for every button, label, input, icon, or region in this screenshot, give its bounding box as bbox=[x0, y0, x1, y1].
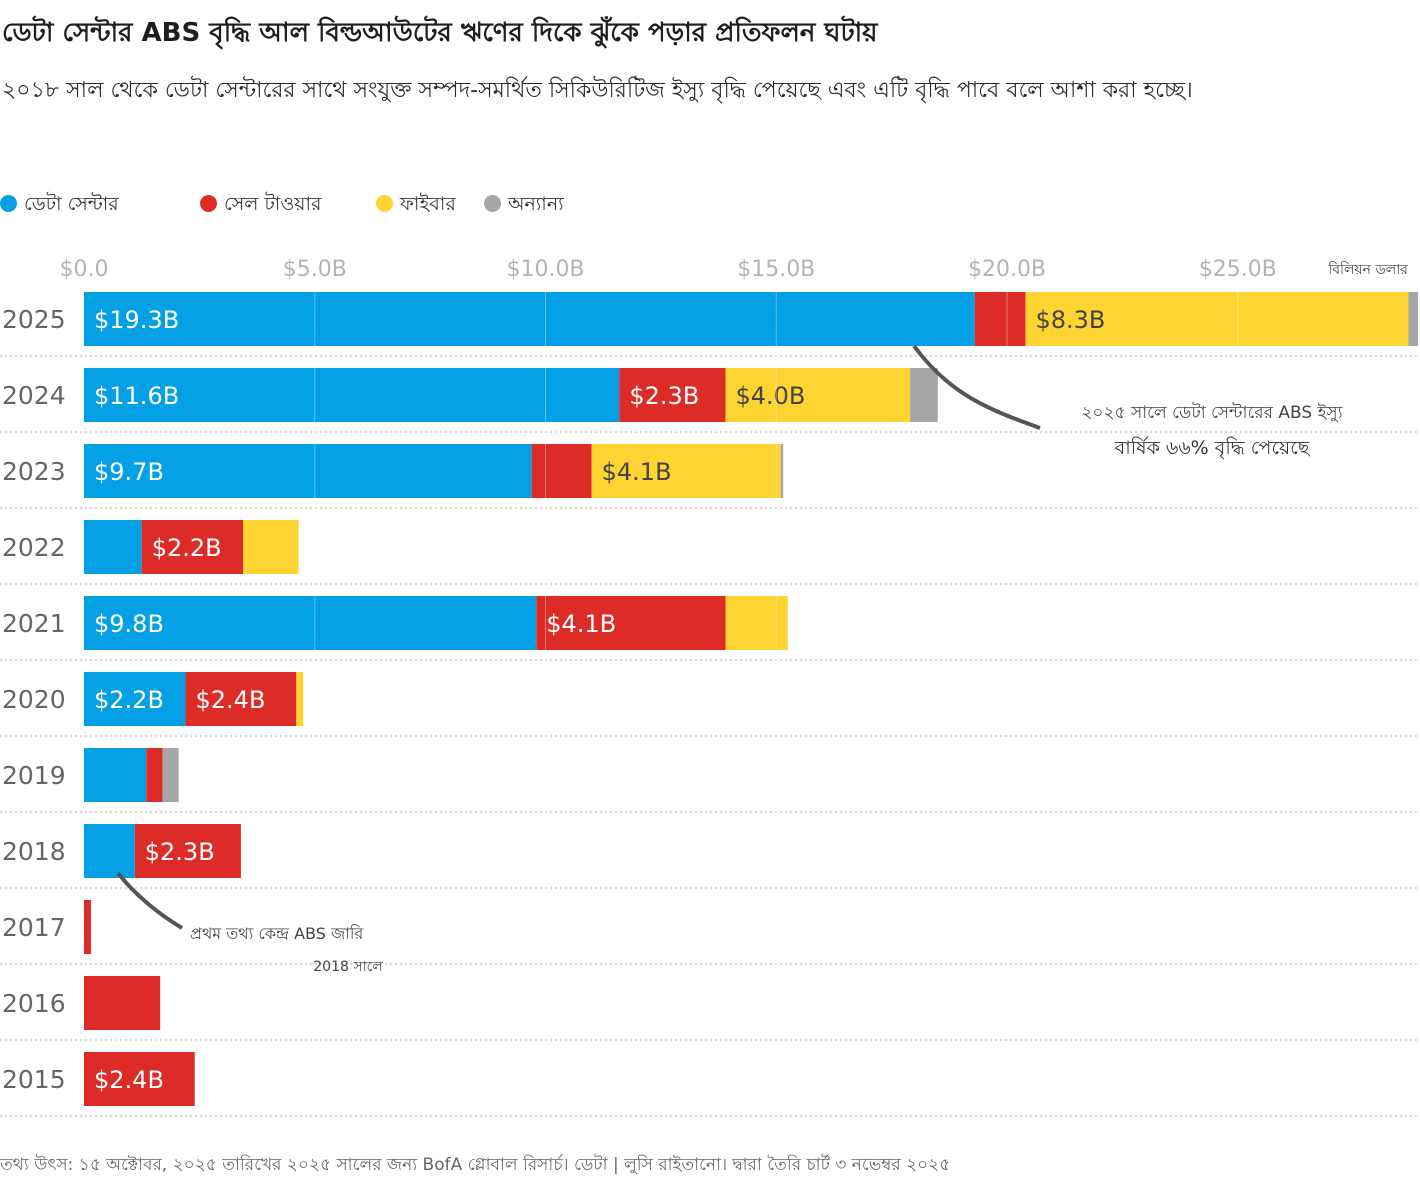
bar-segment bbox=[84, 1052, 195, 1106]
bar-segment bbox=[185, 672, 297, 726]
data-label: $2.3B bbox=[145, 838, 215, 866]
bar-segment bbox=[536, 596, 726, 650]
annotation-text: ২০২৫ সালে ডেটা সেন্টারের ABS ইস্যু bbox=[1081, 402, 1343, 423]
bar-segment bbox=[84, 900, 91, 954]
chart-subtitle: ২০১৮ সাল থেকে ডেটা সেন্টারের সাথে সংযুক্… bbox=[2, 78, 1193, 103]
legend-swatch bbox=[376, 195, 393, 212]
bar-segment bbox=[146, 748, 163, 802]
y-category-label: 2015 bbox=[2, 1065, 66, 1094]
bar-segment bbox=[84, 292, 975, 346]
bar-segment bbox=[141, 520, 244, 574]
bar-segment bbox=[910, 368, 938, 422]
bar-segment bbox=[84, 672, 186, 726]
bar-segment bbox=[974, 292, 1026, 346]
y-category-label: 2019 bbox=[2, 761, 66, 790]
bar-segment bbox=[619, 368, 726, 422]
bar-segment bbox=[1408, 292, 1418, 346]
source-footnote: তথ্য উৎস: ১৫ অক্টোবর, ২০২৫ তারিখের ২০২৫ … bbox=[0, 1155, 951, 1175]
data-label: $2.2B bbox=[152, 534, 222, 562]
data-label: $9.8B bbox=[94, 610, 164, 638]
y-category-label: 2016 bbox=[2, 989, 66, 1018]
x-tick-label: $25.0B bbox=[1199, 257, 1277, 282]
chart-title: ডেটা সেন্টার ABS বৃদ্ধি আল বিল্ডআউটের ঋণ… bbox=[2, 18, 878, 48]
bar-segment bbox=[84, 520, 142, 574]
bar-segment bbox=[243, 520, 299, 574]
legend-label: ডেটা সেন্টার bbox=[24, 193, 119, 215]
data-label: $2.4B bbox=[94, 1066, 164, 1094]
data-label: $4.1B bbox=[602, 458, 672, 486]
bar-segment bbox=[162, 748, 179, 802]
bar-segment bbox=[84, 748, 147, 802]
y-category-label: 2022 bbox=[2, 533, 66, 562]
annotation-text: বার্ষিক ৬৬% বৃদ্ধি পেয়েছে bbox=[1114, 436, 1311, 459]
annotation-text: প্রথম তথ্য কেন্দ্র ABS জারি bbox=[190, 924, 364, 943]
bar-segment bbox=[591, 444, 781, 498]
data-label: $2.3B bbox=[629, 382, 699, 410]
data-label: $11.6B bbox=[94, 382, 179, 410]
x-tick-label: $20.0B bbox=[968, 257, 1046, 282]
y-category-label: 2021 bbox=[2, 609, 66, 638]
y-category-label: 2025 bbox=[2, 305, 66, 334]
y-category-label: 2020 bbox=[2, 685, 66, 714]
bar-segment bbox=[725, 596, 788, 650]
legend-label: সেল টাওয়ার bbox=[224, 193, 322, 215]
bar-segment bbox=[725, 368, 911, 422]
legend-swatch bbox=[200, 195, 217, 212]
y-category-label: 2018 bbox=[2, 837, 66, 866]
data-label: $8.3B bbox=[1035, 306, 1105, 334]
x-tick-label: $0.0 bbox=[60, 257, 109, 282]
axis-unit-label: বিলিয়ন ডলার bbox=[1327, 261, 1408, 278]
annotation-leader bbox=[912, 344, 1041, 430]
data-label: $2.2B bbox=[94, 686, 164, 714]
x-tick-label: $15.0B bbox=[737, 257, 815, 282]
y-category-label: 2024 bbox=[2, 381, 66, 410]
bar-segment bbox=[780, 444, 784, 498]
bar-segment bbox=[84, 444, 532, 498]
bar-segment bbox=[84, 596, 537, 650]
legend-label: ফাইবার bbox=[400, 193, 456, 215]
bar-segment bbox=[531, 444, 592, 498]
bar-segment bbox=[84, 976, 161, 1030]
data-label: $4.0B bbox=[735, 382, 805, 410]
data-label: $9.7B bbox=[94, 458, 164, 486]
bar-segment bbox=[134, 824, 241, 878]
y-category-label: 2023 bbox=[2, 457, 66, 486]
bar-segment bbox=[84, 824, 135, 878]
x-tick-label: $10.0B bbox=[506, 257, 584, 282]
legend-swatch bbox=[484, 195, 501, 212]
x-tick-label: $5.0B bbox=[283, 257, 347, 282]
bar-segment bbox=[296, 672, 304, 726]
y-category-label: 2017 bbox=[2, 913, 66, 942]
data-label: $2.4B bbox=[196, 686, 266, 714]
annotation-text: 2018 সালে bbox=[313, 959, 383, 975]
data-label: $4.1B bbox=[546, 610, 616, 638]
bar-segment bbox=[84, 368, 620, 422]
data-label: $19.3B bbox=[94, 306, 179, 334]
bar-segment bbox=[1025, 292, 1409, 346]
legend-swatch bbox=[0, 195, 17, 212]
legend-label: অন্যান্য bbox=[508, 193, 564, 215]
annotation-leader bbox=[116, 871, 184, 930]
